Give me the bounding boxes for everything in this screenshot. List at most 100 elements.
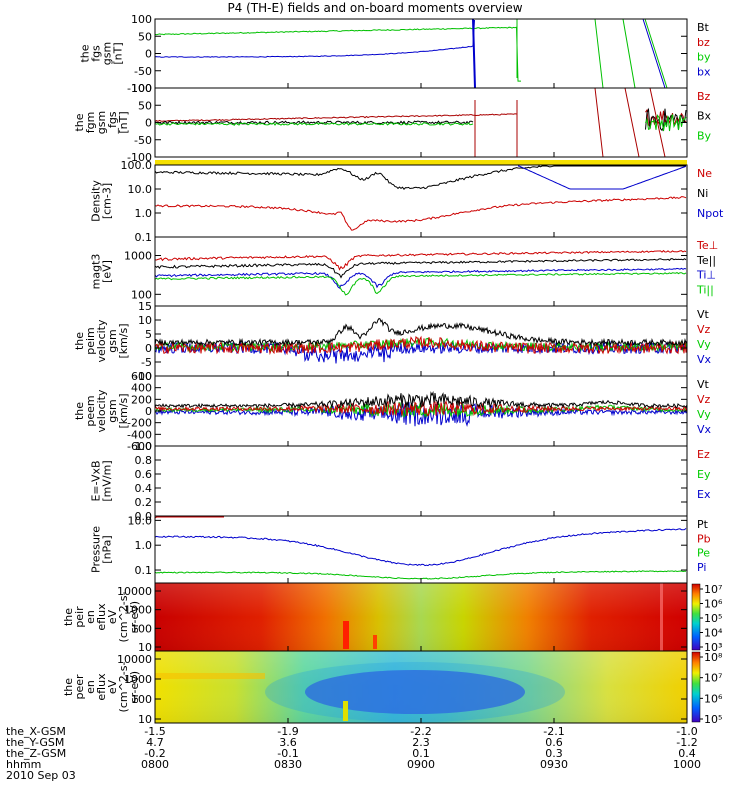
y-tick-label: 0.0 xyxy=(135,510,153,523)
y-tick-label: 0.2 xyxy=(135,496,153,509)
panel-frame xyxy=(154,515,688,584)
y-axis-label: peir xyxy=(73,606,86,628)
y-tick-label: 10 xyxy=(138,713,152,726)
panel-frame xyxy=(154,445,688,517)
y-tick-label: 0.1 xyxy=(135,231,153,244)
y-axis-label: the xyxy=(73,402,86,420)
peim-vz-line xyxy=(155,335,687,356)
y-axis-label: [nT] xyxy=(112,42,125,64)
y-tick-label: 0.4 xyxy=(135,482,153,495)
x-tick-label-x: -1.5 xyxy=(144,725,165,738)
legend-vy-label: Vy xyxy=(697,408,711,421)
colorbar-tick-label: 10⁶ xyxy=(704,692,723,705)
peim-vt-line xyxy=(155,317,687,348)
y-tick-label: 0.1 xyxy=(135,564,153,577)
y-tick-label: 100 xyxy=(131,693,152,706)
legend-by-label: By xyxy=(697,129,712,142)
legend-vt-label: Vt xyxy=(697,378,710,391)
legend-vz-label: Vz xyxy=(697,323,711,336)
panel-4: 1000 100 magt3[eV] Te⊥ Te|| Ti⊥Ti|| xyxy=(90,236,718,307)
y-tick-label: 10.0 xyxy=(128,514,153,527)
y-axis-label: eV xyxy=(106,609,119,624)
y-tick-label: 10 xyxy=(138,641,152,654)
y-tick-label: 200 xyxy=(131,393,152,406)
y-axis-label: sr-eV) xyxy=(128,671,141,703)
fgm-bz-line xyxy=(155,108,687,127)
fgs-by-jumps xyxy=(516,18,668,89)
legend-bx-label: bx xyxy=(697,65,711,78)
legend-bz-label: bz xyxy=(697,36,710,49)
heatmap-streak xyxy=(660,583,663,651)
legend-vz-label: Vz xyxy=(697,393,711,406)
x-axis: -1.54.7-0.20800-1.93.6-0.10830-2.22.30.1… xyxy=(6,83,701,782)
fgs-bx-jumps xyxy=(642,18,666,89)
x-tick-label-z: 0.3 xyxy=(545,747,563,760)
y-axis-label: the xyxy=(79,44,92,62)
legend-ey-label: Ey xyxy=(697,468,711,481)
y-axis-label: peim xyxy=(84,327,97,355)
y-tick-label: -100 xyxy=(127,82,152,95)
y-tick-label: 0 xyxy=(145,48,152,61)
y-tick-label: 100 xyxy=(131,622,152,635)
y-tick-label: -50 xyxy=(134,65,152,78)
y-tick-label: -200 xyxy=(127,417,152,430)
legend-bz-label: Bz xyxy=(697,90,711,103)
x-tick-label-hhmm: 0830 xyxy=(274,758,302,771)
colorbar-tick-label: 10⁵ xyxy=(704,713,722,726)
y-axis-label: the xyxy=(62,678,75,696)
legend-bt-label: Bt xyxy=(697,21,710,34)
y-axis-label: _fgs xyxy=(106,111,119,134)
x-tick-label-y: 2.3 xyxy=(412,736,430,749)
panel-3: 100.0 10.0 1.0 0.1 Density[cm-3] Ne Ni Npot xyxy=(90,159,724,244)
y-axis-label: gsm xyxy=(106,329,119,352)
y-tick-label: 1.0 xyxy=(135,207,153,220)
panel-9: 10000 1000 100 10 thepeirenefluxeV(cm^2-s-sr… xyxy=(62,582,723,654)
legend-by-label: by xyxy=(697,51,711,64)
quality-flag-bar xyxy=(155,160,687,165)
x-tick-label-z: 0.1 xyxy=(412,747,430,760)
heatmap-spike xyxy=(343,621,349,649)
legend-vy-label: Vy xyxy=(697,338,711,351)
x-tick-label-z: -0.2 xyxy=(144,747,165,760)
x-tick-label-y: -1.2 xyxy=(676,736,697,749)
y-axis-label: [eV] xyxy=(101,260,114,283)
density-ni-line xyxy=(155,165,686,190)
x-tick-label-hhmm: 0930 xyxy=(540,758,568,771)
y-tick-label: 0 xyxy=(145,405,152,418)
x-tick-label-y: 3.6 xyxy=(279,736,297,749)
panel-frame xyxy=(154,236,688,307)
pressure-pb-line xyxy=(155,516,224,519)
y-axis-label: gsm xyxy=(101,42,114,65)
x-tick-label-x: -1.0 xyxy=(676,725,697,738)
colorbar-tick-label: 10³ xyxy=(704,641,722,654)
peim-vy-line xyxy=(155,336,687,353)
y-axis-label: peem xyxy=(84,395,97,426)
y-tick-label: 0.8 xyxy=(135,454,153,467)
y-tick-label: 10000 xyxy=(117,585,152,598)
y-axis-label: Density xyxy=(90,180,103,222)
x-tick-label-hhmm: 1000 xyxy=(673,758,701,771)
y-tick-label: 100 xyxy=(131,13,152,26)
x-tick-label-y: 4.7 xyxy=(146,736,164,749)
legend-te-label: Te⊥ xyxy=(696,239,718,252)
orbit-label: the_Y-GSM xyxy=(6,736,64,749)
x-tick-label-x: -2.1 xyxy=(543,725,564,738)
y-tick-label: 400 xyxy=(131,382,152,395)
y-tick-label: -50 xyxy=(134,134,152,147)
fgm-bz-jumps xyxy=(474,87,666,158)
y-axis-label: eflux xyxy=(95,673,108,701)
legend-ti-label: Ti|| xyxy=(696,283,714,296)
y-tick-label: 1000 xyxy=(124,250,152,263)
legend-pi-label: Pi xyxy=(697,561,706,574)
colorbar xyxy=(691,583,701,651)
heatmap-spike xyxy=(343,701,348,721)
legend-bx-label: Bx xyxy=(697,110,712,123)
y-tick-label: 5 xyxy=(145,328,152,341)
pressure-pi-line xyxy=(155,528,687,567)
fgs-bx-line xyxy=(155,19,475,58)
colorbar-tick-label: 10⁵ xyxy=(704,612,722,625)
y-axis-label: [mV/m] xyxy=(101,460,114,501)
y-tick-label: -100 xyxy=(127,151,152,164)
y-tick-label: 15 xyxy=(138,300,152,313)
